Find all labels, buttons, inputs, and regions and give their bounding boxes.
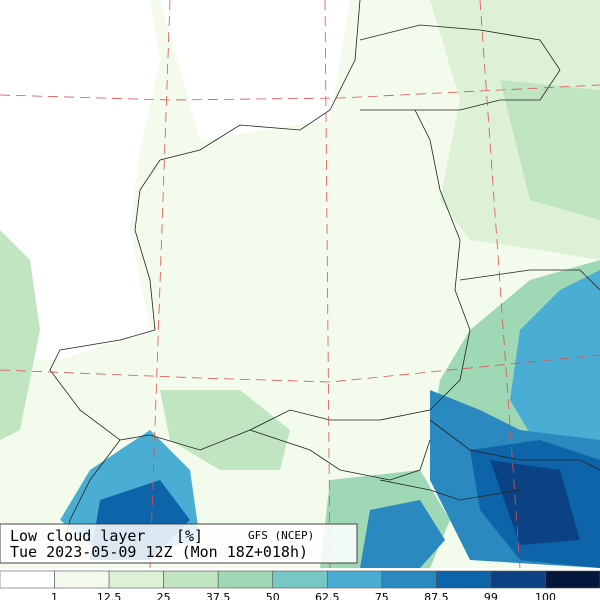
cloud-area bbox=[0, 230, 40, 440]
colorbar-swatch bbox=[490, 570, 546, 589]
cloud-area bbox=[510, 270, 600, 470]
cloud-area bbox=[500, 80, 600, 220]
valid-time: Tue 2023-05-09 12Z (Mon 18Z+018h) bbox=[10, 543, 308, 561]
colorbar: 1 12.5 25 37.5 50 62.5 75 87.5 99 100 bbox=[0, 568, 600, 600]
colorbar-label: 87.5 bbox=[424, 591, 449, 600]
colorbar-label: 62.5 bbox=[315, 591, 340, 600]
colorbar-label: 99 bbox=[484, 591, 498, 600]
colorbar-swatch bbox=[108, 570, 164, 589]
colorbar-label: 25 bbox=[157, 591, 171, 600]
unit: [%] bbox=[176, 527, 203, 545]
graticule bbox=[0, 0, 600, 569]
cloud-area bbox=[360, 500, 445, 568]
colorbar-swatch bbox=[326, 570, 383, 589]
map bbox=[0, 0, 600, 569]
colorbar-label: 100 bbox=[535, 591, 556, 600]
colorbar-swatch bbox=[545, 570, 600, 589]
cloud-area bbox=[160, 390, 290, 470]
source: GFS (NCEP) bbox=[248, 529, 314, 542]
colorbar-label: 75 bbox=[375, 591, 389, 600]
colorbar-swatch bbox=[0, 570, 55, 589]
colorbar-swatch bbox=[163, 570, 219, 589]
colorbar-swatch bbox=[217, 570, 274, 589]
colorbar-label: 50 bbox=[266, 591, 280, 600]
colorbar-swatch bbox=[54, 570, 110, 589]
clear-area bbox=[0, 0, 160, 360]
colorbar-label: 37.5 bbox=[206, 591, 231, 600]
info-box: Low cloud layer [%] GFS (NCEP) Tue 2023-… bbox=[0, 523, 358, 564]
colorbar-swatch bbox=[381, 570, 437, 589]
sea bbox=[160, 0, 350, 140]
colorbar-label: 1 bbox=[51, 591, 58, 600]
info-box-background bbox=[0, 523, 358, 564]
colorbar-label: 12.5 bbox=[97, 591, 122, 600]
map-title: Low cloud layer bbox=[10, 527, 145, 545]
colorbar-swatch bbox=[272, 570, 328, 589]
cloud-area bbox=[490, 460, 580, 545]
colorbar-swatch bbox=[436, 570, 492, 589]
